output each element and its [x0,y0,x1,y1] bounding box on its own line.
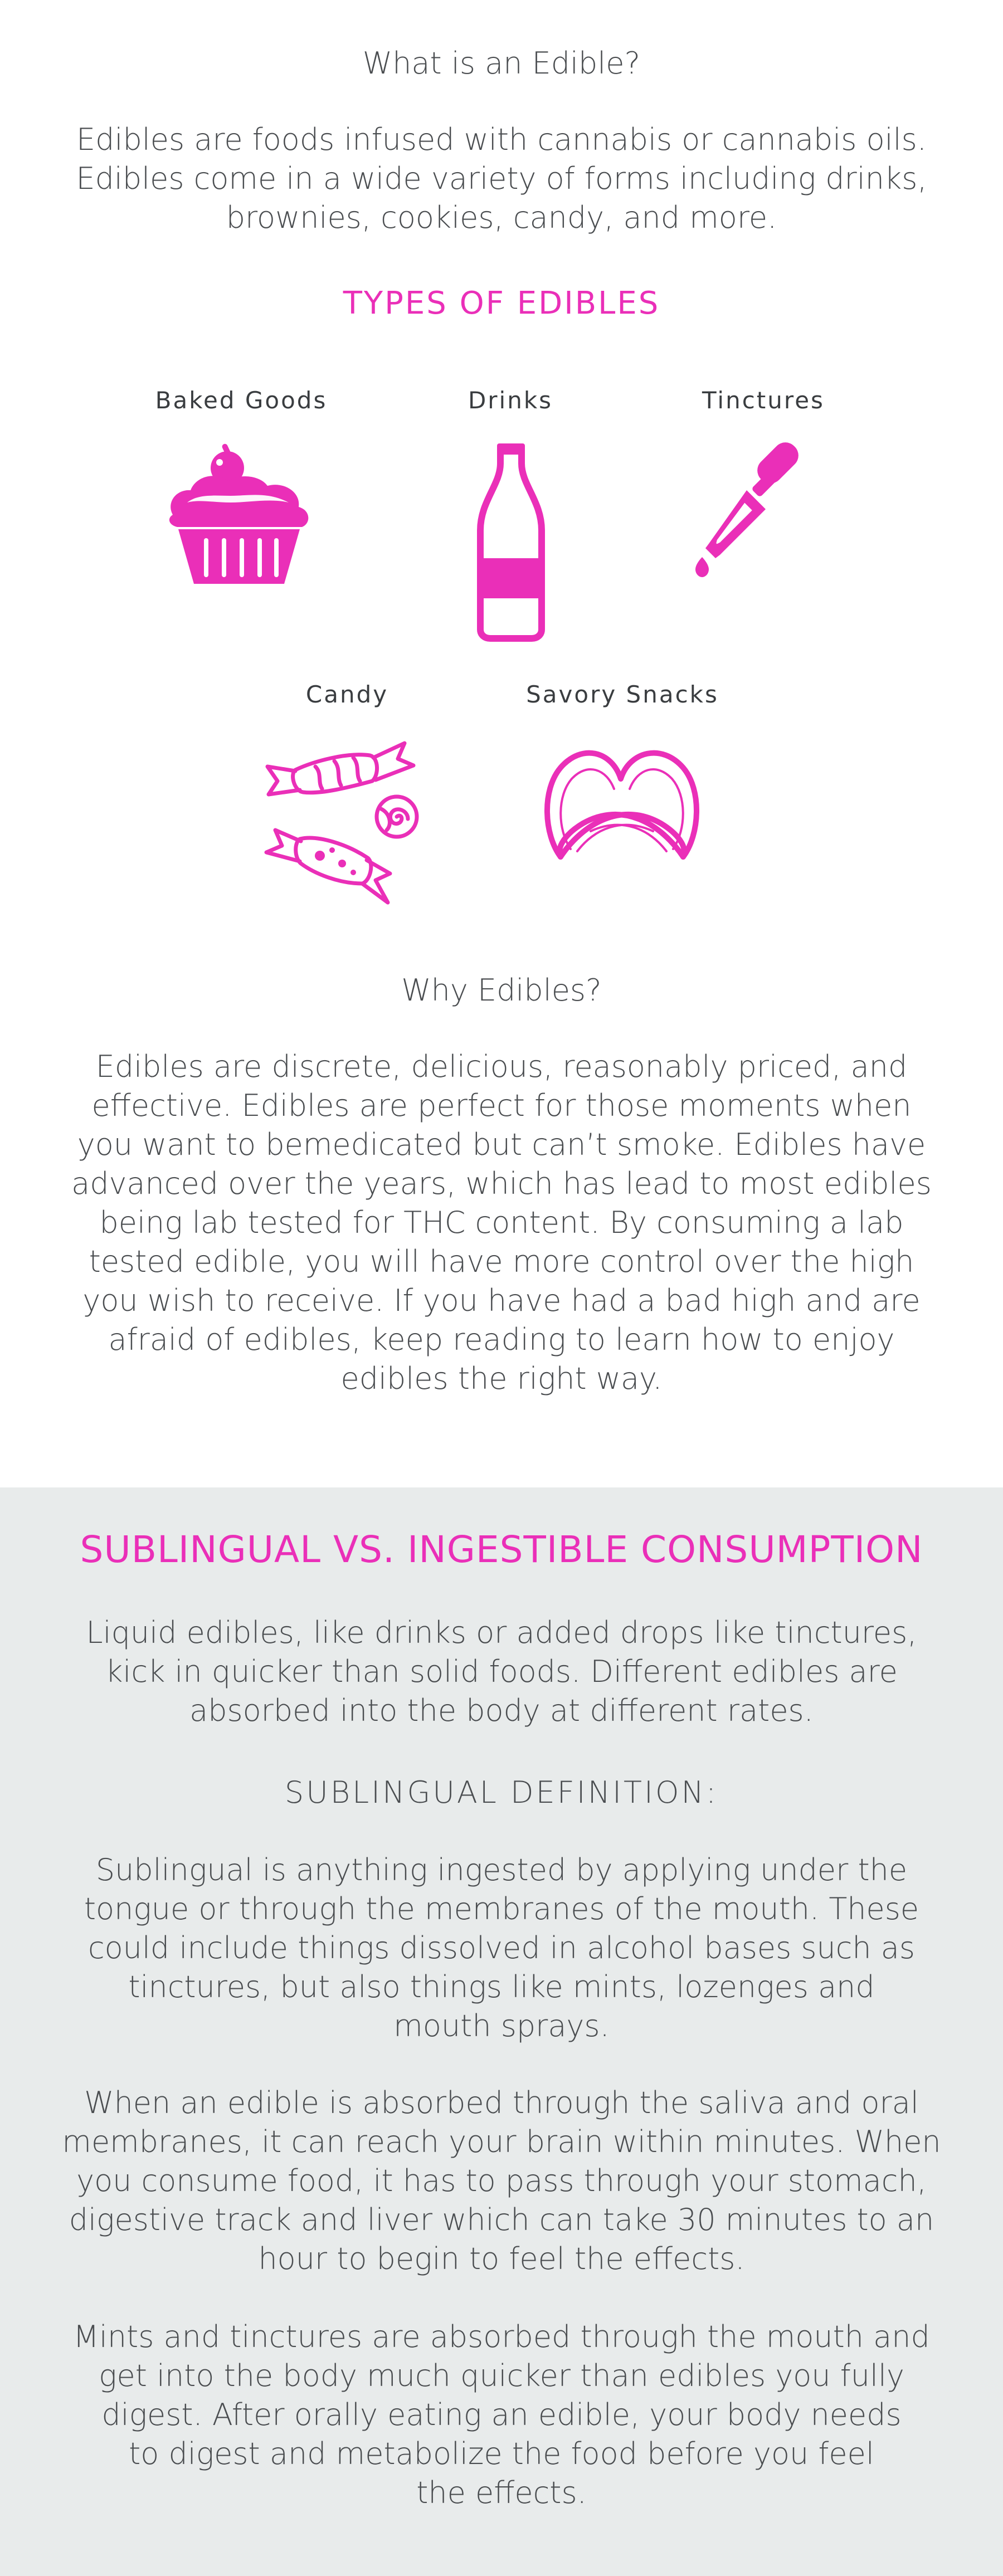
text-line: could include things dissolved in alcoho… [87,1930,916,1965]
sublingual-definition-title: SUBLINGUAL DEFINITION: [284,1775,719,1810]
text-line: hour to begin to feel the effects. [258,2241,745,2276]
what-is-edible-text: Edibles are foods infused with cannabis … [0,120,1003,237]
cupcake-icon [165,440,315,585]
types-of-edibles-heading: TYPES OF EDIBLES [343,285,660,321]
text-line: to digest and metabolize the food before… [129,2436,874,2471]
why-edibles-text: Edibles are discrete, delicious, reasona… [0,1047,1003,1398]
text-line: When an edible is absorbed through the s… [84,2085,919,2120]
text-line: Edibles are foods infused with cannabis … [76,122,927,157]
text-line: advanced over the years, which has lead … [71,1166,932,1201]
absorption-text: When an edible is absorbed through the s… [0,2084,1003,2279]
sublingual-heading: SUBLINGUAL VS. INGESTIBLE CONSUMPTION [80,1528,923,1571]
text-line: Mints and tinctures are absorbed through… [73,2319,930,2354]
text-line: brownies, cookies, candy, and more. [226,200,777,235]
text-line: absorbed into the body at different rate… [189,1693,814,1728]
candy-icon [264,741,420,908]
edibles-intro-section: What is an Edible? Edibles are foods inf… [0,46,1003,1398]
text-line: Liquid edibles, like drinks or added dro… [86,1615,917,1650]
text-line: kick in quicker than solid foods. Differ… [105,1654,898,1689]
candy-label: Candy [305,681,389,708]
sublingual-section: SUBLINGUAL VS. INGESTIBLE CONSUMPTION Li… [0,1487,1003,2576]
text-line: get into the body much quicker than edib… [99,2358,904,2393]
text-line: edibles the right way. [340,1361,663,1396]
dropper-icon [684,439,818,584]
mints-tinctures-text: Mints and tinctures are absorbed through… [0,2318,1003,2512]
text-line: you want to bemedicated but can’t smoke.… [77,1127,926,1162]
text-line: digest. After orally eating an edible, y… [101,2397,902,2432]
sublingual-definition-text: Sublingual is anything ingested by apply… [0,1851,1003,2046]
baked-goods-label: Baked Goods [155,387,328,414]
drinks-label: Drinks [468,387,553,414]
text-line: Edibles are discrete, delicious, reasona… [95,1049,908,1084]
text-line: tongue or through the membranes of the m… [84,1891,919,1926]
text-line: mouth sprays. [393,2008,610,2043]
text-line: afraid of edibles, keep reading to learn… [108,1322,895,1357]
sublingual-intro-text: Liquid edibles, like drinks or added dro… [0,1613,1003,1730]
text-line: tested edible, you will have more contro… [89,1244,914,1279]
text-line: Edibles come in a wide variety of forms … [76,161,927,196]
text-line: you consume food, it has to pass through… [76,2163,927,2198]
text-line: you wish to receive. If you have had a b… [82,1283,921,1318]
text-line: digestive track and liver which can take… [69,2202,934,2237]
what-is-edible-title: What is an Edible? [362,46,641,81]
text-line: being lab tested for THC content. By con… [99,1205,904,1240]
text-line: membranes, it can reach your brain withi… [62,2124,941,2159]
text-line: the effects. [416,2475,587,2510]
text-line: Sublingual is anything ingested by apply… [95,1852,908,1887]
tinctures-label: Tinctures [702,387,825,414]
bottle-icon [475,441,547,642]
pretzel-icon [538,740,705,874]
text-line: tinctures, but also things like mints, l… [128,1969,875,2004]
why-edibles-title: Why Edibles? [401,973,602,1008]
savory-snacks-label: Savory Snacks [526,681,719,708]
text-line: effective. Edibles are perfect for those… [91,1088,912,1123]
